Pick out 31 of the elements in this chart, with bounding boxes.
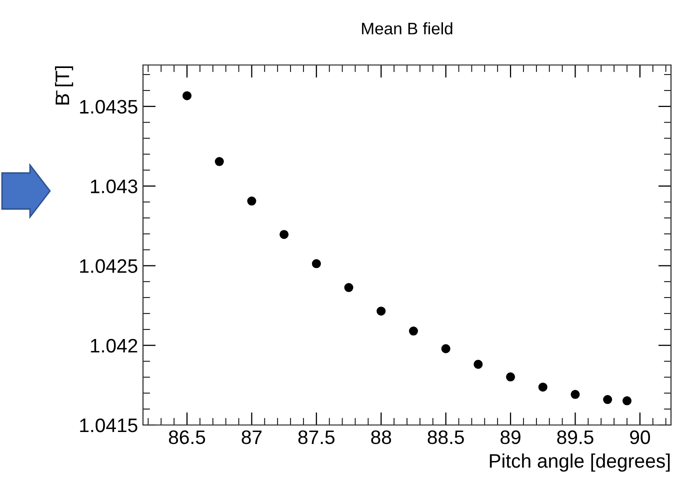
y-tick-label: 1.042 (90, 338, 138, 353)
x-tick-label: 88 (371, 430, 392, 444)
y-tick-label: 1.0425 (80, 259, 138, 273)
point (474, 360, 483, 369)
point (603, 395, 612, 404)
point (441, 344, 450, 354)
point (570, 390, 580, 399)
chart-title: Mean B field (362, 22, 452, 34)
x-tick-label: 87.5 (298, 430, 335, 444)
x-axis-title: Pitch angle [degrees] (490, 454, 670, 472)
y-tick-label: 1.0415 (80, 418, 138, 432)
point (408, 326, 418, 336)
point (506, 372, 516, 382)
point (312, 259, 321, 268)
x-tick-label: 90 (630, 430, 650, 444)
point (182, 91, 192, 100)
point (538, 382, 548, 392)
point (214, 157, 224, 166)
point (622, 396, 632, 406)
x-tick-label: 87 (242, 430, 262, 444)
point (280, 230, 289, 239)
y-tick-label: 1.0435 (80, 100, 138, 114)
x-tick-label: 88.5 (428, 430, 464, 444)
point (376, 306, 386, 316)
y-axis-title: B̄ [T] (54, 66, 74, 104)
y-tick-label: 1.043 (90, 180, 138, 194)
x-tick-label: 89.5 (557, 430, 594, 444)
x-tick-label: 89 (500, 430, 520, 444)
point (344, 283, 354, 292)
x-tick-label: 86.5 (168, 430, 206, 444)
point (247, 196, 256, 206)
